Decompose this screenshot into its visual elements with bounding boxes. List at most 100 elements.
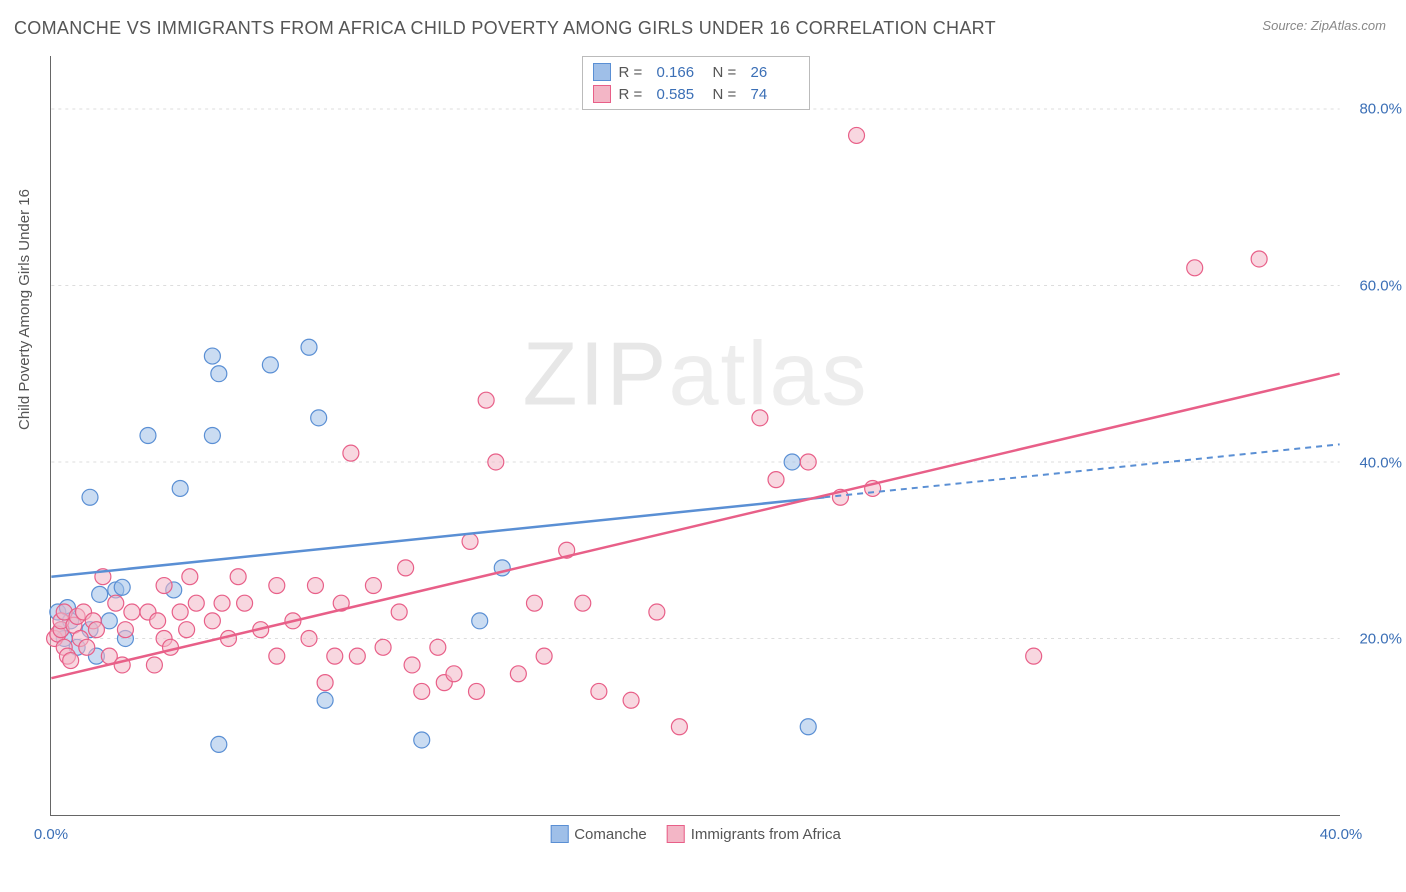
- y-tick-label: 60.0%: [1359, 277, 1402, 294]
- regression-line-dashed-comanche: [824, 444, 1339, 497]
- data-point-comanche: [82, 489, 98, 505]
- data-point-africa: [301, 630, 317, 646]
- data-point-africa: [63, 653, 79, 669]
- legend-n-label: N =: [713, 64, 743, 81]
- data-point-africa: [79, 639, 95, 655]
- legend-swatch-africa: [667, 825, 685, 843]
- legend-n-value-africa: 74: [751, 86, 799, 103]
- data-point-africa: [214, 595, 230, 611]
- data-point-africa: [317, 675, 333, 691]
- data-point-comanche: [211, 736, 227, 752]
- legend-series: Comanche Immigrants from Africa: [550, 825, 841, 843]
- data-point-comanche: [311, 410, 327, 426]
- data-point-comanche: [301, 339, 317, 355]
- y-tick-label: 80.0%: [1359, 101, 1402, 118]
- data-point-africa: [307, 578, 323, 594]
- source-value: ZipAtlas.com: [1311, 18, 1386, 33]
- data-point-comanche: [172, 480, 188, 496]
- data-point-africa: [510, 666, 526, 682]
- legend-n-value-comanche: 26: [751, 64, 799, 81]
- legend-r-value-comanche: 0.166: [657, 64, 705, 81]
- legend-row-comanche: R = 0.166 N = 26: [593, 61, 799, 83]
- data-point-comanche: [317, 692, 333, 708]
- data-point-comanche: [204, 428, 220, 444]
- data-point-africa: [204, 613, 220, 629]
- data-point-comanche: [92, 586, 108, 602]
- data-point-africa: [649, 604, 665, 620]
- data-point-comanche: [784, 454, 800, 470]
- data-point-africa: [398, 560, 414, 576]
- data-point-africa: [478, 392, 494, 408]
- data-point-africa: [182, 569, 198, 585]
- data-point-africa: [237, 595, 253, 611]
- data-point-africa: [269, 648, 285, 664]
- data-point-africa: [462, 533, 478, 549]
- data-point-africa: [156, 578, 172, 594]
- legend-swatch-comanche: [550, 825, 568, 843]
- data-point-africa: [414, 683, 430, 699]
- data-point-africa: [343, 445, 359, 461]
- data-point-africa: [391, 604, 407, 620]
- x-tick-label: 40.0%: [1320, 826, 1363, 843]
- data-point-africa: [188, 595, 204, 611]
- data-point-africa: [430, 639, 446, 655]
- data-point-africa: [1026, 648, 1042, 664]
- data-point-africa: [1251, 251, 1267, 267]
- data-point-africa: [179, 622, 195, 638]
- data-point-africa: [768, 472, 784, 488]
- data-point-africa: [849, 127, 865, 143]
- data-point-africa: [349, 648, 365, 664]
- data-point-comanche: [204, 348, 220, 364]
- legend-item-africa: Immigrants from Africa: [667, 825, 841, 843]
- y-tick-label: 20.0%: [1359, 631, 1402, 648]
- data-point-comanche: [472, 613, 488, 629]
- legend-label-comanche: Comanche: [574, 826, 647, 843]
- data-point-africa: [468, 683, 484, 699]
- legend-swatch-comanche: [593, 63, 611, 81]
- data-point-africa: [800, 454, 816, 470]
- regression-line-comanche: [51, 497, 824, 576]
- data-point-comanche: [800, 719, 816, 735]
- data-point-africa: [230, 569, 246, 585]
- y-tick-label: 40.0%: [1359, 454, 1402, 471]
- data-point-africa: [488, 454, 504, 470]
- data-point-comanche: [211, 366, 227, 382]
- legend-r-label: R =: [619, 86, 649, 103]
- chart-svg: [51, 56, 1340, 815]
- y-axis-label: Child Poverty Among Girls Under 16: [16, 189, 33, 430]
- regression-line-africa: [51, 374, 1339, 678]
- data-point-africa: [117, 622, 133, 638]
- plot-area: R = 0.166 N = 26 R = 0.585 N = 74 ZIPatl…: [50, 56, 1340, 816]
- data-point-africa: [375, 639, 391, 655]
- data-point-africa: [623, 692, 639, 708]
- source-attribution: Source: ZipAtlas.com: [1262, 18, 1386, 33]
- data-point-africa: [752, 410, 768, 426]
- data-point-comanche: [114, 579, 130, 595]
- legend-r-label: R =: [619, 64, 649, 81]
- data-point-africa: [671, 719, 687, 735]
- legend-n-label: N =: [713, 86, 743, 103]
- data-point-comanche: [140, 428, 156, 444]
- legend-row-africa: R = 0.585 N = 74: [593, 83, 799, 105]
- data-point-africa: [108, 595, 124, 611]
- data-point-africa: [172, 604, 188, 620]
- data-point-africa: [150, 613, 166, 629]
- data-point-africa: [575, 595, 591, 611]
- data-point-africa: [269, 578, 285, 594]
- data-point-comanche: [262, 357, 278, 373]
- chart-title: COMANCHE VS IMMIGRANTS FROM AFRICA CHILD…: [14, 18, 996, 39]
- data-point-africa: [365, 578, 381, 594]
- data-point-africa: [327, 648, 343, 664]
- data-point-africa: [163, 639, 179, 655]
- data-point-africa: [526, 595, 542, 611]
- legend-label-africa: Immigrants from Africa: [691, 826, 841, 843]
- data-point-comanche: [414, 732, 430, 748]
- data-point-africa: [1187, 260, 1203, 276]
- data-point-africa: [446, 666, 462, 682]
- data-point-africa: [591, 683, 607, 699]
- data-point-africa: [124, 604, 140, 620]
- legend-r-value-africa: 0.585: [657, 86, 705, 103]
- legend-correlation: R = 0.166 N = 26 R = 0.585 N = 74: [582, 56, 810, 110]
- legend-swatch-africa: [593, 85, 611, 103]
- legend-item-comanche: Comanche: [550, 825, 647, 843]
